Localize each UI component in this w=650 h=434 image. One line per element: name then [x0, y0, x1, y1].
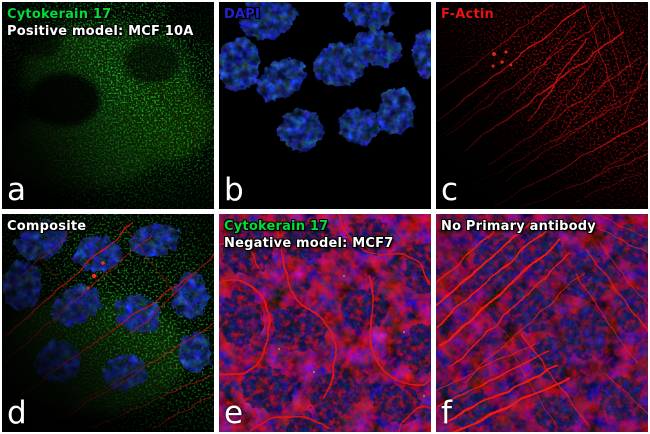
cortical-actin-layer [219, 214, 431, 432]
micrograph-cytokeratin17-negative [219, 214, 431, 432]
panel-letter-b: b [224, 172, 244, 208]
channel-label: Composite [7, 219, 87, 234]
micrograph-dapi [219, 2, 431, 209]
micrograph-factin [436, 2, 648, 209]
panel-letter-f: f [441, 395, 452, 431]
channel-label: F-Actin [441, 7, 494, 22]
micrograph-cytokeratin17-positive [2, 2, 214, 209]
panel-letter-a: a [7, 172, 26, 208]
panel-a: Cytokerain 17 Positive model: MCF 10A a [2, 2, 214, 209]
channel-label: Cytokerain 17 [224, 219, 329, 234]
red-mesh-layer [436, 214, 648, 432]
micrograph-no-primary [436, 214, 648, 432]
model-label: Positive model: MCF 10A [7, 24, 194, 39]
micrograph-composite [2, 214, 214, 432]
model-label: Negative model: MCF7 [224, 236, 394, 251]
channel-label: DAPI [224, 7, 261, 22]
panel-c: F-Actin c [436, 2, 648, 209]
green-dot-layer [278, 275, 425, 397]
panel-letter-c: c [441, 172, 459, 208]
panel-f: No Primary antibody f [436, 214, 648, 432]
panel-b: DAPI b [219, 2, 431, 209]
actin-fiber-layer [436, 214, 648, 432]
panel-letter-e: e [224, 395, 244, 431]
nuclei-layer [219, 2, 431, 152]
panel-letter-d: d [7, 395, 27, 431]
panel-e: Cytokerain 17 Negative model: MCF7 e [219, 214, 431, 432]
condition-label: No Primary antibody [441, 219, 596, 234]
panel-d: Composite d [2, 214, 214, 432]
channel-label: Cytokerain 17 [7, 7, 112, 22]
